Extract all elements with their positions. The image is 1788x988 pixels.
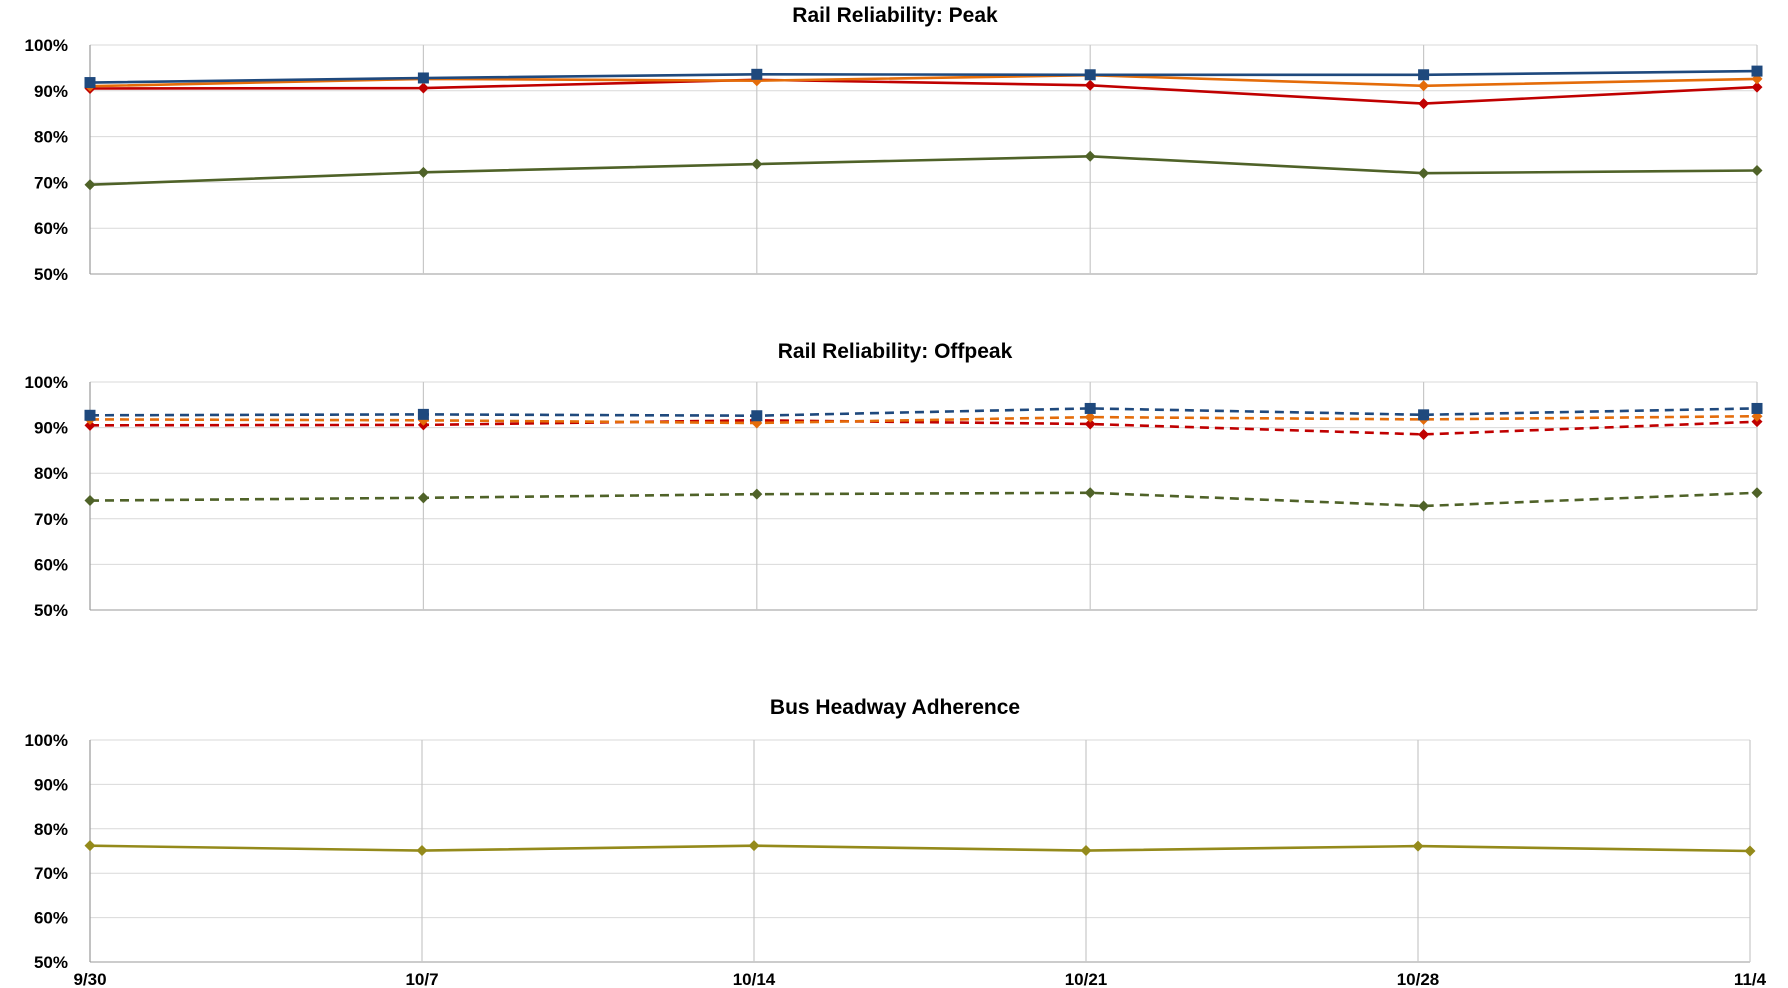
y-tick-label: 100% bbox=[25, 373, 68, 392]
y-tick-label: 50% bbox=[34, 265, 68, 284]
data-point-marker bbox=[1418, 69, 1430, 81]
y-tick-label: 100% bbox=[25, 36, 68, 55]
data-point-marker bbox=[1412, 840, 1424, 852]
data-point-marker bbox=[1418, 167, 1430, 179]
data-point-marker bbox=[84, 495, 96, 507]
data-point-marker bbox=[748, 840, 760, 852]
x-tick-label: 10/28 bbox=[1397, 970, 1440, 988]
data-point-marker bbox=[1080, 845, 1092, 857]
series-line bbox=[89, 154, 1758, 186]
data-point-marker bbox=[1084, 69, 1096, 81]
y-tick-label: 80% bbox=[34, 820, 68, 839]
y-tick-label: 80% bbox=[34, 128, 68, 147]
series-line bbox=[89, 844, 1751, 853]
data-point-marker bbox=[1418, 428, 1430, 440]
data-point-marker bbox=[1744, 845, 1756, 857]
data-point-marker bbox=[417, 82, 429, 94]
data-point-marker bbox=[751, 68, 763, 80]
y-tick-label: 50% bbox=[34, 601, 68, 620]
data-point-marker bbox=[1751, 65, 1763, 77]
chart-title: Rail Reliability: Offpeak bbox=[778, 340, 1013, 363]
data-point-marker bbox=[1418, 500, 1430, 512]
series-line bbox=[89, 414, 1758, 425]
series-line bbox=[89, 491, 1758, 508]
y-tick-label: 60% bbox=[34, 909, 68, 928]
x-tick-label: 10/21 bbox=[1065, 970, 1108, 988]
data-point-marker bbox=[1751, 81, 1763, 93]
x-tick-label: 10/7 bbox=[405, 970, 438, 988]
data-point-marker bbox=[84, 419, 96, 431]
y-tick-label: 90% bbox=[34, 419, 68, 438]
data-point-marker bbox=[1084, 150, 1096, 162]
data-point-marker bbox=[1751, 402, 1763, 414]
data-point-marker bbox=[417, 408, 429, 420]
series-line bbox=[89, 78, 1758, 105]
y-tick-label: 90% bbox=[34, 82, 68, 101]
y-tick-label: 100% bbox=[25, 731, 68, 750]
y-tick-label: 70% bbox=[34, 510, 68, 529]
data-point-marker bbox=[751, 488, 763, 500]
data-point-marker bbox=[417, 492, 429, 504]
data-point-marker bbox=[1084, 418, 1096, 430]
x-tick-label: 11/4 bbox=[1734, 970, 1767, 988]
y-tick-label: 60% bbox=[34, 219, 68, 238]
data-point-marker bbox=[84, 840, 96, 852]
series-line bbox=[89, 69, 1758, 84]
y-tick-label: 70% bbox=[34, 173, 68, 192]
data-point-marker bbox=[1418, 409, 1430, 421]
rail-peak-chart: Rail Reliability: Peak 50% 60% 70% 80% 90% 10… bbox=[25, 4, 1763, 284]
rail-offpeak-chart: Rail Reliability: Offpeak 50% 60% 70% 80% 90… bbox=[25, 340, 1763, 620]
y-tick-label: 60% bbox=[34, 555, 68, 574]
y-tick-label: 80% bbox=[34, 464, 68, 483]
data-point-marker bbox=[417, 166, 429, 178]
y-tick-label: 50% bbox=[34, 953, 68, 972]
series-line bbox=[89, 418, 1758, 436]
x-tick-label: 10/14 bbox=[733, 970, 776, 988]
series-line bbox=[89, 407, 1758, 418]
data-point-marker bbox=[1084, 487, 1096, 499]
data-point-marker bbox=[84, 77, 96, 89]
series-line bbox=[89, 73, 1758, 88]
data-point-marker bbox=[1084, 79, 1096, 91]
data-point-marker bbox=[1418, 98, 1430, 110]
data-point-marker bbox=[1751, 487, 1763, 499]
data-point-marker bbox=[1418, 80, 1430, 92]
x-tick-label: 9/30 bbox=[73, 970, 106, 988]
bus-headway-chart: Bus Headway Adherence 50% 60% 70% 80% 90% 100… bbox=[25, 696, 1767, 988]
data-point-marker bbox=[84, 409, 96, 421]
data-point-marker bbox=[751, 158, 763, 170]
data-point-marker bbox=[1751, 164, 1763, 176]
y-tick-label: 70% bbox=[34, 864, 68, 883]
y-tick-label: 90% bbox=[34, 775, 68, 794]
data-point-marker bbox=[751, 410, 763, 422]
data-point-marker bbox=[1084, 411, 1096, 423]
data-point-marker bbox=[417, 72, 429, 84]
data-point-marker bbox=[1084, 402, 1096, 414]
chart-title: Bus Headway Adherence bbox=[770, 696, 1020, 719]
data-point-marker bbox=[416, 845, 428, 857]
chart-title: Rail Reliability: Peak bbox=[792, 4, 998, 27]
data-point-marker bbox=[84, 179, 96, 191]
